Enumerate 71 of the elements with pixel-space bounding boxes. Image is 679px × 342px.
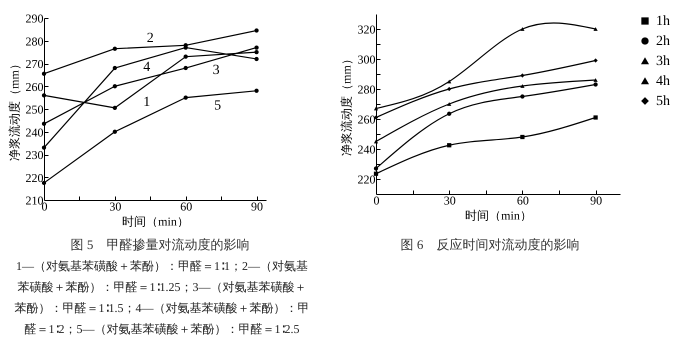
series-label: 2 bbox=[146, 31, 154, 46]
point bbox=[42, 146, 46, 150]
point bbox=[447, 143, 452, 148]
point bbox=[447, 102, 452, 106]
y-tick-label: 240 bbox=[26, 125, 44, 140]
point bbox=[112, 84, 117, 88]
point bbox=[184, 66, 188, 70]
x-tick-label: 60 bbox=[180, 200, 192, 214]
point bbox=[374, 172, 378, 176]
point bbox=[593, 82, 598, 87]
y-tick-label: 260 bbox=[26, 80, 44, 94]
series-label: 4 bbox=[143, 60, 150, 75]
y-tick-label: 230 bbox=[26, 148, 44, 162]
series-label: 1 bbox=[143, 94, 150, 110]
legend-label: 4h bbox=[656, 74, 670, 89]
point bbox=[374, 140, 378, 144]
x-tick-label: 90 bbox=[251, 200, 264, 214]
legend-label: 5h bbox=[656, 94, 670, 109]
x-tick-label: 0 bbox=[374, 194, 380, 208]
x-tick-label: 90 bbox=[590, 194, 602, 208]
point bbox=[593, 58, 598, 63]
point bbox=[112, 130, 117, 134]
point bbox=[374, 106, 378, 110]
point bbox=[112, 46, 117, 51]
point bbox=[184, 54, 188, 59]
point bbox=[42, 122, 46, 126]
point bbox=[520, 84, 525, 88]
y-tick-label: 280 bbox=[358, 82, 376, 96]
point bbox=[520, 73, 525, 78]
series-label: 5 bbox=[214, 98, 222, 114]
text: 图 6 反应时间对流动度的影响 bbox=[400, 236, 580, 254]
legend-label: 2h bbox=[656, 34, 670, 49]
x-tick-label: 30 bbox=[109, 200, 122, 214]
y-tick-label: 240 bbox=[358, 142, 376, 156]
y-tick-label: 270 bbox=[26, 57, 44, 71]
x-tick-label: 60 bbox=[516, 194, 529, 208]
point bbox=[112, 66, 117, 70]
x-tick-label: 0 bbox=[42, 200, 48, 214]
y-tick-label: 210 bbox=[26, 194, 44, 208]
y-tick-label: 220 bbox=[26, 170, 44, 185]
point bbox=[520, 94, 525, 99]
point bbox=[254, 50, 259, 54]
x-tick-label: 30 bbox=[444, 194, 456, 208]
legend-label: 3h bbox=[656, 54, 670, 69]
y-axis-title: 净浆流动度（mm） bbox=[8, 58, 22, 161]
point bbox=[254, 28, 259, 33]
point bbox=[112, 106, 117, 110]
point bbox=[184, 96, 188, 100]
y-tick-label: 320 bbox=[358, 22, 376, 36]
y-tick-label: 220 bbox=[358, 172, 376, 186]
series-label: 3 bbox=[212, 63, 220, 78]
point bbox=[447, 80, 452, 84]
point bbox=[254, 56, 259, 62]
point bbox=[520, 27, 525, 31]
point bbox=[254, 45, 259, 50]
text: 1—（对氨基苯磺酸＋苯酚）：甲醛＝1∶1；2—（对氨基苯磺酸＋苯酚）：甲醛＝1∶1.25；3—（对氨基苯磺酸＋苯酚）：甲醛＝1∶1.5；4—（对氨基苯磺酸＋苯酚）：甲醛＝1∶2；5—（对氨基苯磺酸＋苯酚）：甲醛＝1∶2.5 bbox=[14, 258, 310, 338]
legend-label: 1h bbox=[656, 14, 670, 29]
y-tick-label: 260 bbox=[358, 112, 376, 126]
point bbox=[42, 93, 46, 98]
point bbox=[447, 112, 452, 116]
point bbox=[593, 27, 598, 31]
y-axis-title: 净浆流动度（mm） bbox=[340, 53, 354, 156]
y-tick-label: 290 bbox=[26, 12, 44, 26]
y-tick-label: 280 bbox=[26, 34, 44, 48]
point bbox=[254, 88, 259, 93]
point bbox=[42, 72, 46, 76]
y-tick-label: 250 bbox=[26, 102, 44, 116]
y-tick-label: 300 bbox=[358, 52, 376, 66]
text: 图 5 甲醛掺量对流动度的影响 bbox=[70, 236, 250, 254]
point bbox=[593, 78, 598, 82]
point bbox=[374, 166, 378, 171]
